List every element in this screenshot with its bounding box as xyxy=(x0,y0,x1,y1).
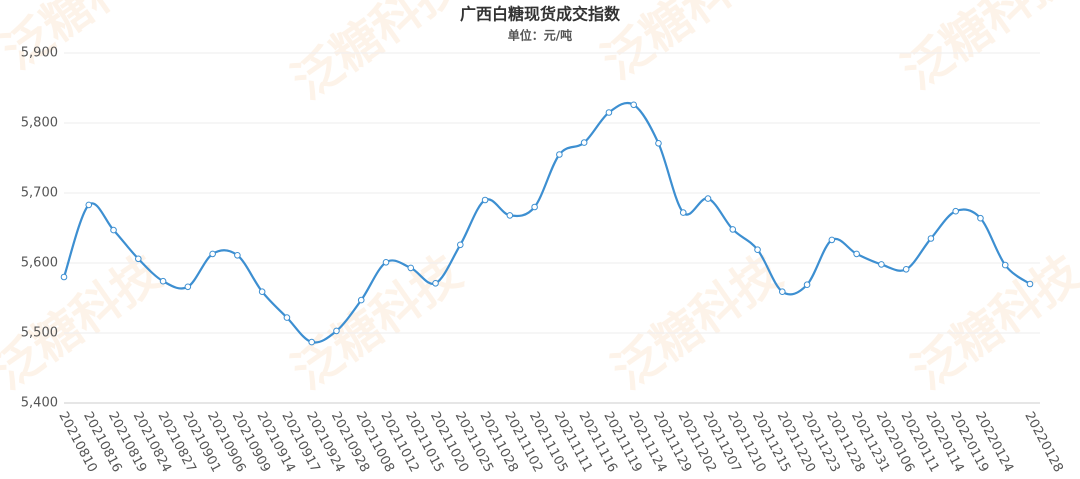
watermark: 泛糖科技 xyxy=(902,244,1080,400)
point xyxy=(630,101,637,109)
point xyxy=(580,139,588,146)
point xyxy=(184,283,192,291)
point xyxy=(209,250,216,258)
point xyxy=(828,236,836,244)
point xyxy=(283,314,291,321)
point xyxy=(258,288,266,296)
watermark: 泛糖科技 xyxy=(282,244,471,400)
point xyxy=(655,140,662,147)
x-tick-label: 20220128 xyxy=(1021,409,1065,474)
point xyxy=(333,327,340,335)
chart-title: 广西白糖现货成交指数 xyxy=(460,5,621,24)
watermark: 泛糖科技 xyxy=(602,244,791,400)
y-tick-label: 5,400 xyxy=(21,396,58,411)
point xyxy=(1026,280,1034,288)
point xyxy=(704,195,712,202)
point xyxy=(159,277,167,285)
point xyxy=(679,209,687,216)
point xyxy=(977,214,984,222)
point xyxy=(556,151,563,158)
line xyxy=(62,101,1031,344)
point xyxy=(605,109,613,116)
point xyxy=(952,207,959,215)
point xyxy=(754,246,761,253)
watermark: 泛糖科技 xyxy=(892,0,1080,100)
y-tick-label: 5,900 xyxy=(21,46,58,61)
watermark: 泛糖科技 xyxy=(592,0,781,90)
y-tick-label: 5,700 xyxy=(21,186,58,201)
point xyxy=(457,241,464,249)
point xyxy=(234,252,241,259)
point xyxy=(110,226,117,234)
point xyxy=(729,226,737,233)
point xyxy=(803,281,811,289)
point xyxy=(878,261,885,268)
point xyxy=(779,288,786,296)
point xyxy=(853,250,860,258)
point xyxy=(481,196,489,204)
point xyxy=(85,201,93,209)
point xyxy=(531,203,538,211)
point xyxy=(308,338,315,346)
y-tick-label: 5,500 xyxy=(21,326,58,341)
point xyxy=(407,264,415,272)
point xyxy=(382,259,390,266)
point xyxy=(357,296,365,304)
point xyxy=(135,255,142,263)
watermark: 泛糖科技 xyxy=(0,0,182,80)
point xyxy=(1001,261,1009,269)
watermark: 泛糖科技 xyxy=(282,0,471,110)
y-tick-label: 5,800 xyxy=(21,116,58,131)
point xyxy=(927,235,935,242)
chart-subtitle: 单位：元/吨 xyxy=(508,28,572,43)
point xyxy=(432,280,439,287)
point xyxy=(902,266,910,273)
point xyxy=(60,273,68,281)
point xyxy=(506,212,514,219)
y-tick-label: 5,600 xyxy=(21,256,58,271)
